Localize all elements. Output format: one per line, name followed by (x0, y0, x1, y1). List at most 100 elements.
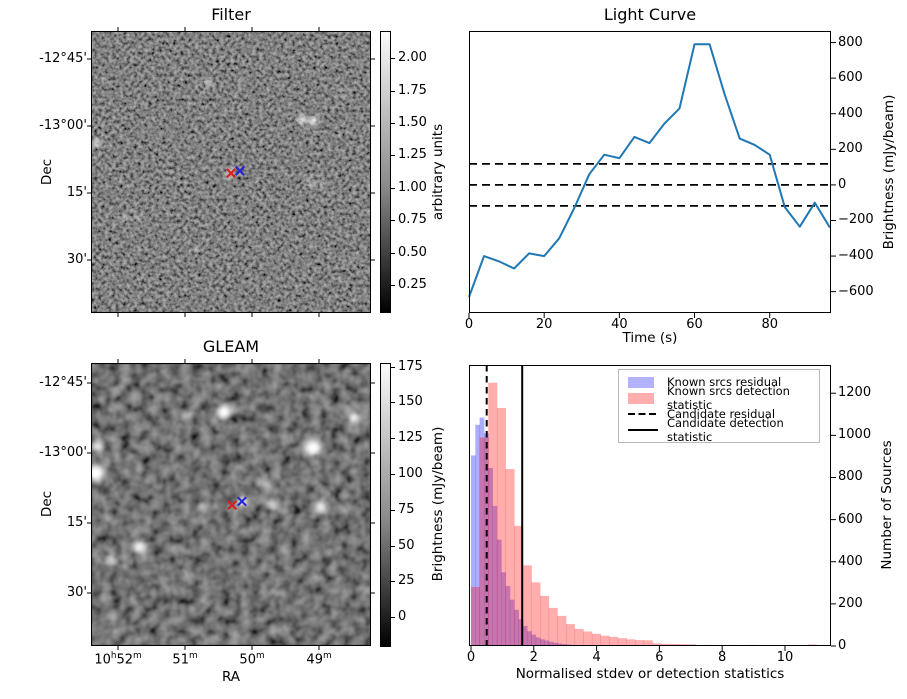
tick-mark (391, 155, 395, 156)
time-tick-label: 0 (464, 317, 474, 332)
sources-tick-label: 400 (838, 554, 863, 569)
colorbar-tick-label: 0.50 (398, 245, 427, 260)
ra-tick-text: 51 (172, 652, 189, 668)
brightness-tick-label: 800 (838, 35, 863, 50)
histogram-plot (469, 365, 836, 651)
tick-mark (391, 367, 395, 368)
ra-tick-sup: m (322, 651, 332, 661)
colorbar-tick-label: 100 (398, 466, 423, 481)
time-axis-label: Time (s) (622, 330, 678, 346)
light-curve-title: Light Curve (603, 5, 697, 24)
gleam-dec-axis-label: Dec (39, 490, 55, 518)
legend-swatch-residual-icon (628, 376, 658, 388)
legend-row: Known srcs residual (628, 374, 810, 390)
legend-label: Known srcs detection statistic (667, 384, 790, 412)
colorbar-tick-label: 50 (398, 538, 415, 553)
tick-mark (391, 123, 395, 124)
ra-tick-text: 52 (116, 652, 134, 668)
ra-tick-sup: m (188, 651, 198, 661)
tick-mark (391, 617, 395, 618)
tick-mark (391, 438, 395, 439)
dec-tick-label: 30' (66, 252, 87, 267)
dec-tick-label: 30' (66, 585, 87, 600)
colorbar-tick-label: 0.25 (398, 277, 427, 292)
tick-mark (391, 285, 395, 286)
tick-mark (391, 474, 395, 475)
sources-tick-label: 0 (838, 638, 847, 653)
stat-tick-label: 0 (466, 650, 476, 665)
legend-row: Candidate detection statistic (628, 416, 810, 444)
filter-colorbar-label: arbitrary units (430, 123, 446, 221)
time-tick-label: 40 (611, 317, 628, 332)
gleam-panel-title: GLEAM (202, 337, 260, 356)
colorbar-tick-label: 1.50 (398, 115, 427, 130)
stat-tick-label: 10 (776, 650, 794, 665)
stat-tick-label: 8 (718, 650, 727, 665)
gleam-colorbar-label: Brightness (mJy/beam) (430, 426, 446, 582)
colorbar-tick-label: 150 (398, 394, 423, 409)
colorbar-tick-label: 1.75 (398, 83, 427, 98)
ra-axis-label: RA (221, 669, 241, 685)
tick-mark (391, 510, 395, 511)
dec-tick-label: -12°45' (39, 51, 87, 66)
legend-label: Candidate detection statistic (667, 416, 784, 444)
stat-tick-label: 2 (529, 650, 538, 665)
colorbar-tick-label: 2.00 (398, 50, 427, 65)
sources-tick-label: 1000 (838, 427, 872, 442)
legend-solid-line-icon (628, 427, 658, 433)
histogram-ticks (470, 392, 836, 651)
brightness-tick-label: 400 (838, 106, 863, 121)
colorbar-tick-label: 125 (398, 430, 423, 445)
brightness-tick-label: 0 (838, 177, 847, 192)
ra-tick-text: 10 (94, 652, 111, 668)
legend-swatch-detection-icon (628, 392, 658, 404)
sources-tick-label: 800 (838, 469, 863, 484)
gleam-sky-image (87, 359, 375, 650)
tick-mark (391, 402, 395, 403)
gleam-axes-frame (91, 363, 371, 646)
time-tick-label: 80 (761, 317, 778, 332)
legend-label: Known srcs residual (667, 375, 782, 389)
gleam-position-markers (227, 496, 247, 511)
light-curve-plot (468, 31, 836, 318)
stat-tick-label: 4 (592, 650, 601, 665)
histogram-frame (469, 365, 831, 646)
legend-label: Candidate residual (667, 407, 776, 421)
tick-mark (391, 253, 395, 254)
gleam-axis-ticks (87, 359, 375, 650)
colorbar-tick-label: 25 (398, 573, 415, 588)
ra-tick-text: 49 (306, 652, 323, 668)
tick-mark (391, 58, 395, 59)
histogram-legend: Known srcs residual Known srcs detection… (618, 369, 820, 444)
brightness-tick-label: −400 (838, 248, 874, 263)
ra-tick-sup: m (133, 651, 142, 661)
brightness-axis-label: Brightness (mJy/beam) (881, 94, 897, 250)
legend-dashed-line-icon (628, 411, 658, 417)
filter-axes-frame (91, 31, 371, 313)
sources-tick-label: 600 (838, 512, 863, 527)
filter-axis-ticks (87, 27, 375, 317)
filter-position-markers (226, 165, 245, 179)
dec-tick-label: -12°45' (39, 375, 87, 390)
dec-tick-label: 15' (66, 515, 87, 530)
brightness-tick-label: −600 (838, 284, 874, 299)
ra-tick-label: 10h52m (73, 648, 163, 668)
tick-mark (391, 546, 395, 547)
ra-tick-label: 50m (207, 648, 297, 668)
number-of-sources-axis-label: Number of Sources (879, 440, 895, 570)
time-tick-label: 60 (686, 317, 703, 332)
ra-tick-text: 50 (239, 652, 256, 668)
brightness-tick-label: 600 (838, 70, 863, 85)
filter-dec-axis-label: Dec (39, 158, 55, 186)
dec-tick-label: 15' (66, 185, 87, 200)
histogram-x-axis-label: Normalised stdev or detection statistics (515, 666, 785, 682)
light-curve-content (468, 43, 831, 298)
filter-sky-image (87, 27, 375, 317)
tick-mark (391, 188, 395, 189)
tick-mark (391, 581, 395, 582)
legend-row: Candidate residual (628, 406, 810, 422)
colorbar-tick-label: 0 (398, 609, 407, 624)
dec-tick-label: -13°00' (39, 445, 87, 460)
colorbar-tick-label: 1.25 (398, 147, 427, 162)
